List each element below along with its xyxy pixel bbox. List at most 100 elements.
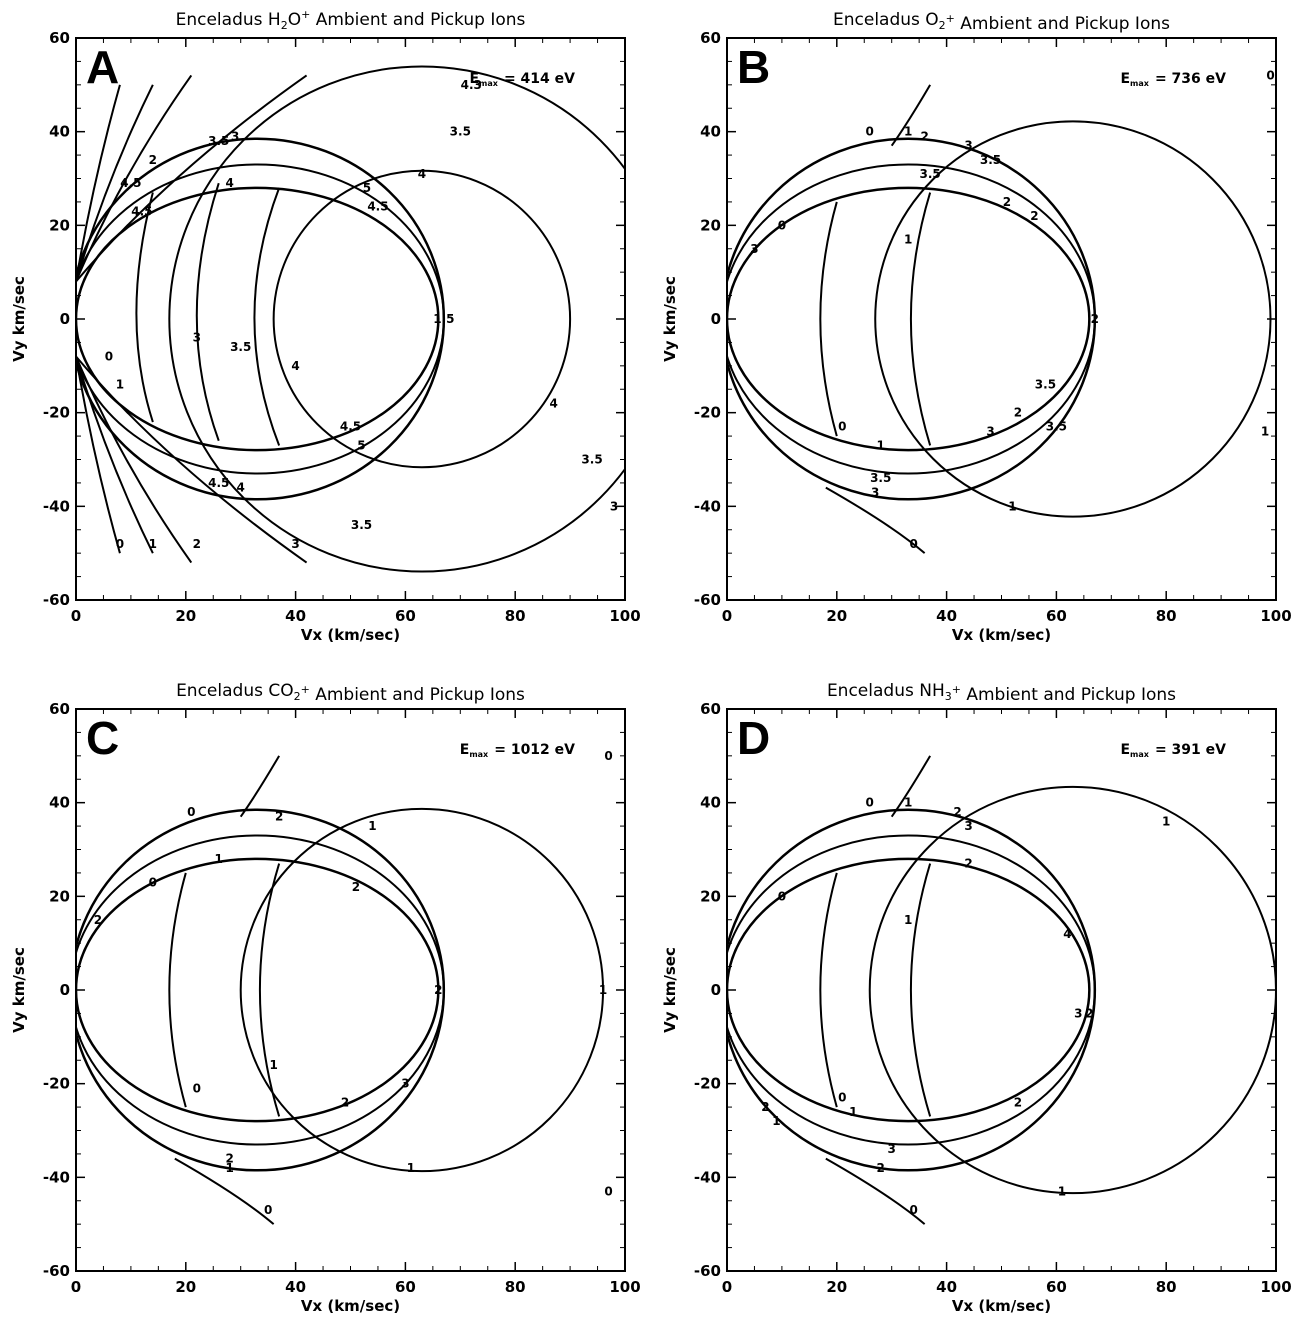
- contour-label: 1: [877, 438, 885, 452]
- contour-label: 1.5: [433, 312, 454, 326]
- contour-label: 0: [1266, 68, 1274, 82]
- contour-label: 0: [778, 889, 786, 903]
- y-tick-label: 40: [700, 794, 721, 812]
- contour-curve: [909, 192, 932, 446]
- x-tick-label: 0: [71, 607, 81, 625]
- y-tick-label: 40: [700, 123, 721, 141]
- panel-a: Enceladus H2O+ Ambient and Pickup Ions 0 2…: [0, 0, 651, 671]
- contour-label: 0: [909, 537, 917, 551]
- x-tick-label: 0: [722, 607, 732, 625]
- contour-edge: [825, 486, 926, 554]
- contour-label: 3: [193, 331, 201, 345]
- contour-label: 1: [849, 1105, 857, 1119]
- contour-curve: [909, 863, 932, 1117]
- contour-label: 2: [275, 810, 283, 824]
- contour-label: 2: [352, 880, 360, 894]
- x-tick-label: 80: [1156, 607, 1177, 625]
- contour-ellipse: [727, 857, 1091, 1123]
- x-tick-label: 60: [395, 607, 416, 625]
- x-tick-label: 40: [285, 1278, 306, 1296]
- contour-label: 1: [368, 819, 376, 833]
- contour-label: 5: [357, 438, 365, 452]
- y-tick-label: 20: [49, 887, 70, 905]
- chart-title: Enceladus O2+ Ambient and Pickup Ions: [833, 10, 1170, 34]
- emax-label: Emax = 391 eV: [1120, 742, 1226, 759]
- contour-lines: [76, 755, 605, 1225]
- x-tick-label: 80: [1156, 1278, 1177, 1296]
- contour-label: 3: [871, 485, 879, 499]
- contour-label: 3.5: [208, 134, 229, 148]
- contour-label: 0: [116, 537, 124, 551]
- x-tick-label: 20: [175, 1278, 196, 1296]
- y-tick-label: -60: [694, 591, 721, 609]
- x-axis-label: Vx (km/sec): [301, 626, 400, 644]
- x-tick-label: 60: [1046, 607, 1067, 625]
- contour-curve: [258, 863, 281, 1117]
- panel-b: Enceladus O2+ Ambient and Pickup Ions 0 2 0…: [651, 0, 1302, 671]
- contour-fan: [76, 74, 193, 282]
- y-tick-label: 20: [700, 887, 721, 905]
- y-axis-label: Vy km/sec: [10, 276, 28, 362]
- contour-ellipse: [76, 834, 445, 1146]
- panel-letter: B: [737, 41, 770, 93]
- contour-edge: [174, 1157, 275, 1225]
- contour-fan: [76, 355, 308, 564]
- contour-label: 2: [341, 1095, 349, 1109]
- x-tick-label: 100: [609, 1278, 640, 1296]
- contour-label: 0: [604, 1184, 612, 1198]
- contour-label: 1: [904, 232, 912, 246]
- contour-label: 3.5: [450, 125, 471, 139]
- contour-curve: [135, 192, 154, 423]
- chart-title: Enceladus CO2+ Ambient and Pickup Ions: [176, 681, 525, 705]
- contour-arc-outer: [168, 65, 625, 573]
- contour-label: 0: [264, 1203, 272, 1217]
- x-tick-label: 40: [936, 1278, 957, 1296]
- x-tick-label: 20: [175, 607, 196, 625]
- contour-fan: [76, 84, 121, 282]
- contour-label: 2: [1030, 209, 1038, 223]
- contour-label: 1: [116, 378, 124, 392]
- contour-label: 3: [610, 499, 618, 513]
- contour-label: 0: [105, 349, 113, 363]
- contour-label: 3.5: [1035, 378, 1056, 392]
- contour-curve: [253, 187, 281, 446]
- y-tick-label: -60: [43, 1262, 70, 1280]
- x-tick-label: 60: [395, 1278, 416, 1296]
- emax-label: Emax = 1012 eV: [460, 742, 575, 759]
- contour-ellipse: [76, 137, 446, 501]
- contour-ellipse: [727, 808, 1097, 1172]
- contour-label: 1: [149, 537, 157, 551]
- y-axis-label: Vy km/sec: [661, 276, 679, 362]
- contour-label: 0: [909, 1203, 917, 1217]
- contour-label: 1: [1058, 1184, 1066, 1198]
- x-tick-label: 0: [71, 1278, 81, 1296]
- contour-label: 3: [1074, 1006, 1082, 1020]
- contour-label: 2: [1014, 406, 1022, 420]
- contour-label: 3.5: [870, 471, 891, 485]
- contour-edge: [239, 755, 280, 818]
- contour-curve: [819, 201, 838, 437]
- y-tick-label: -20: [43, 404, 70, 422]
- contour-edge: [890, 755, 931, 818]
- contour-label: 4.5: [340, 420, 361, 434]
- contour-label: 1: [407, 1161, 415, 1175]
- contour-label: 0: [187, 805, 195, 819]
- contour-label: 3: [291, 537, 299, 551]
- contour-ellipse: [76, 857, 440, 1123]
- contour-label: 4.3: [461, 78, 482, 92]
- y-tick-label: -20: [43, 1075, 70, 1093]
- contour-label: 2: [1091, 312, 1099, 326]
- chart-b: Enceladus O2+ Ambient and Pickup Ions 0 2 0…: [661, 10, 1292, 644]
- contour-fan: [76, 74, 308, 283]
- x-tick-label: 40: [285, 607, 306, 625]
- contour-arc: [868, 785, 1276, 1195]
- chart-a: Enceladus H2O+ Ambient and Pickup Ions 0 2…: [10, 8, 641, 644]
- chart-d: Enceladus NH3+ Ambient and Pickup Ions 0 2…: [661, 681, 1292, 1315]
- y-tick-label: -20: [694, 404, 721, 422]
- y-tick-label: 0: [60, 310, 70, 328]
- contour-label: 4: [418, 167, 426, 181]
- y-axis-label: Vy km/sec: [661, 947, 679, 1033]
- y-tick-label: -40: [694, 1168, 721, 1186]
- x-tick-label: 100: [1260, 1278, 1291, 1296]
- contour-label: 4.5: [131, 204, 152, 218]
